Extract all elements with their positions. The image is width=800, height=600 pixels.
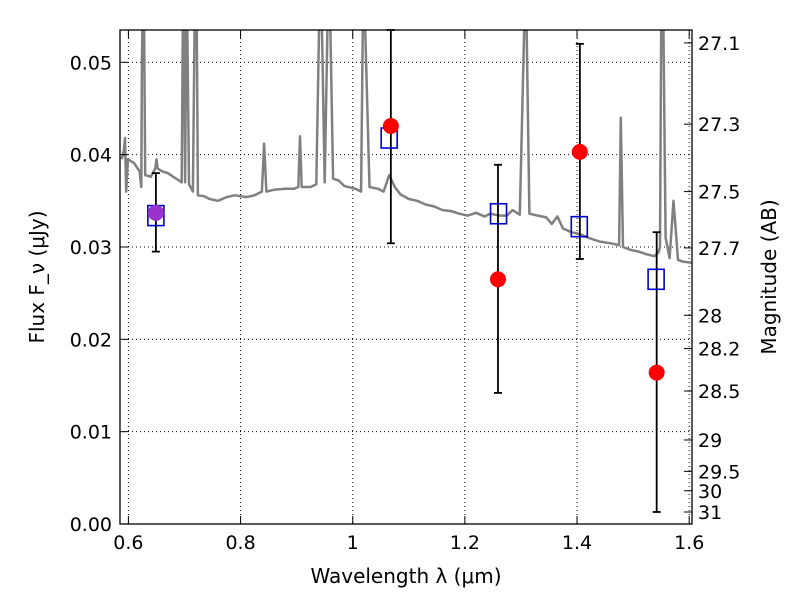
x-tick-label: 1.2 bbox=[450, 532, 480, 554]
y-tick-label: 0.05 bbox=[70, 52, 112, 74]
model-spectrum-line bbox=[120, 30, 692, 264]
y2-tick-label: 30 bbox=[698, 481, 722, 503]
y2-tick-label: 29.5 bbox=[698, 461, 740, 483]
y2-tick-label: 28.2 bbox=[698, 339, 740, 361]
y-tick-label: 0.02 bbox=[70, 329, 112, 351]
observed-flux-point bbox=[147, 204, 164, 221]
model-photometry-square bbox=[489, 202, 508, 225]
y2-tick-label: 27.3 bbox=[698, 114, 740, 136]
observed-flux-point bbox=[382, 118, 399, 135]
y-tick-label: 0.03 bbox=[70, 237, 112, 259]
marker-layer bbox=[147, 118, 665, 381]
observed-flux-point bbox=[648, 364, 665, 381]
y2-tick-label: 27.1 bbox=[698, 33, 740, 55]
x-tick-label: 1.6 bbox=[674, 532, 704, 554]
y2-tick-label: 28.5 bbox=[698, 381, 740, 403]
model-photometry-square bbox=[570, 215, 589, 238]
y-tick-label: 0.04 bbox=[70, 145, 112, 167]
y2-tick-label: 29 bbox=[698, 430, 722, 452]
y2-tick-label: 27.5 bbox=[698, 182, 740, 204]
observed-flux-point bbox=[571, 143, 588, 160]
model-spectrum-layer bbox=[120, 30, 692, 264]
observed-flux-point bbox=[489, 271, 506, 288]
grid-layer bbox=[120, 30, 692, 525]
model-photometry-square bbox=[647, 268, 665, 291]
x-tick-label: 1.4 bbox=[562, 532, 592, 554]
y2-tick-label: 31 bbox=[698, 502, 722, 524]
y-axis-label: Flux F_ν (μJy) bbox=[25, 210, 49, 343]
y2-tick-label: 28 bbox=[698, 305, 722, 327]
y-tick-label: 0.00 bbox=[70, 514, 112, 536]
tick-layer: 0.6 0.8 1 1.2 1.4 1.6 0.00 0.01 0.02 0.03 0.04 0.05… bbox=[70, 30, 740, 554]
plot-frame bbox=[119, 29, 693, 525]
errorbar-layer bbox=[151, 29, 661, 513]
x-tick-label: 1 bbox=[347, 532, 359, 554]
x-axis-label: Wavelength λ (μm) bbox=[310, 564, 501, 588]
x-tick-label: 0.6 bbox=[113, 532, 143, 554]
y2-tick-label: 27.7 bbox=[698, 238, 740, 260]
y2-axis-label: Magnitude (AB) bbox=[757, 199, 781, 354]
x-tick-label: 0.8 bbox=[225, 532, 255, 554]
y-tick-label: 0.01 bbox=[70, 422, 112, 444]
